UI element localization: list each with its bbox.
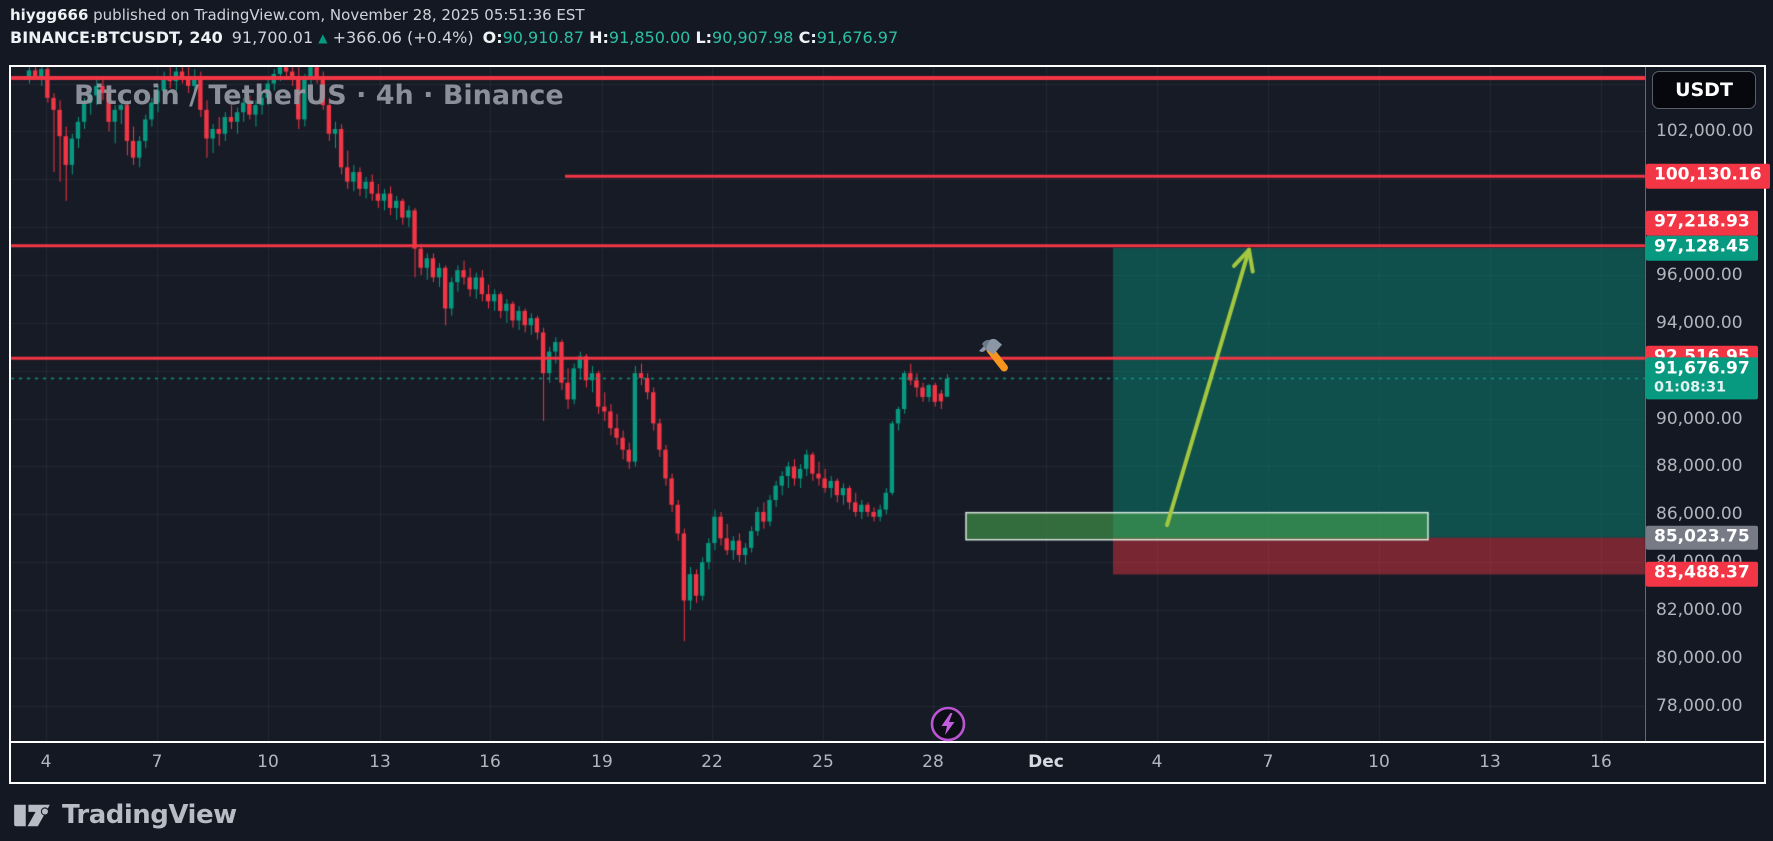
- tradingview-logo[interactable]: TradingView: [12, 800, 237, 830]
- publish-text: published on TradingView.com, November 2…: [88, 6, 585, 24]
- price-axis-label: 96,000.00: [1656, 265, 1743, 285]
- time-axis-separator: [9, 741, 1766, 743]
- time-axis-label: 25: [812, 752, 834, 772]
- price-level-badge: 100,130.16: [1646, 163, 1770, 189]
- time-axis-label: 4: [40, 752, 52, 772]
- open-label: O:: [482, 28, 503, 47]
- high-label: H:: [589, 28, 609, 47]
- price-axis-label: 88,000.00: [1656, 456, 1743, 477]
- lightning-boost-icon[interactable]: [929, 705, 967, 743]
- publish-info: hiygg666 published on TradingView.com, N…: [10, 6, 585, 24]
- low-label: L:: [695, 28, 713, 47]
- time-axis-label: 19: [591, 752, 613, 772]
- symbol-info-bar: BINANCE:BTCUSDT, 240 91,700.01 ▲ +366.06 …: [10, 28, 898, 47]
- price-level-badge: 85,023.75: [1646, 525, 1758, 550]
- time-axis-label: 10: [1368, 752, 1390, 772]
- price-axis-label: 86,000.00: [1656, 504, 1743, 525]
- price-axis-label: 102,000.00: [1656, 121, 1754, 142]
- author-name: hiygg666: [10, 6, 89, 24]
- countdown-timer: 01:08:31: [1654, 379, 1727, 396]
- time-axis-label: 16: [479, 752, 501, 772]
- close-label: C:: [798, 28, 817, 47]
- time-axis-label: 13: [369, 752, 391, 772]
- low-value: 90,907.98: [712, 28, 794, 47]
- time-axis-label: 13: [1479, 752, 1501, 772]
- price-level-badge: 91,676.97 01:08:31: [1646, 357, 1758, 400]
- tradingview-logo-mark: [14, 804, 50, 826]
- up-triangle-icon: ▲: [318, 31, 328, 45]
- time-axis-label: 10: [257, 752, 279, 772]
- price-axis-separator: [1645, 67, 1646, 741]
- symbol-name[interactable]: BINANCE:BTCUSDT, 240: [10, 28, 223, 47]
- open-value: 90,910.87: [502, 28, 585, 47]
- time-axis-label: 7: [151, 752, 163, 772]
- time-axis-label: 22: [701, 752, 723, 772]
- time-axis-label: 28: [922, 752, 944, 772]
- last-price: 91,700.01: [231, 28, 314, 47]
- time-axis-label: 7: [1262, 752, 1274, 772]
- high-value: 91,850.00: [608, 28, 691, 47]
- price-change: +366.06 (+0.4%): [332, 28, 474, 47]
- close-value: 91,676.97: [816, 28, 899, 47]
- price-axis-label: 80,000.00: [1656, 647, 1743, 668]
- price-axis-label: 82,000.00: [1656, 600, 1743, 621]
- chart-watermark-title: Bitcoin / TetherUS · 4h · Binance: [74, 80, 564, 111]
- currency-toggle-button[interactable]: USDT: [1652, 71, 1756, 109]
- tradingview-logo-text: TradingView: [62, 800, 237, 830]
- price-axis-label: 94,000.00: [1656, 312, 1743, 333]
- price-axis-label: 90,000.00: [1656, 408, 1743, 429]
- hammer-icon[interactable]: [976, 336, 1018, 378]
- time-axis-label: 4: [1151, 752, 1163, 772]
- price-level-badge: 83,488.37: [1646, 562, 1758, 587]
- price-axis-label: 78,000.00: [1656, 695, 1743, 716]
- price-level-badge: 97,128.45: [1646, 235, 1758, 261]
- time-axis-label: Dec: [1028, 752, 1064, 772]
- time-axis-label: 16: [1590, 752, 1612, 772]
- price-level-badge: 97,218.93: [1646, 210, 1758, 236]
